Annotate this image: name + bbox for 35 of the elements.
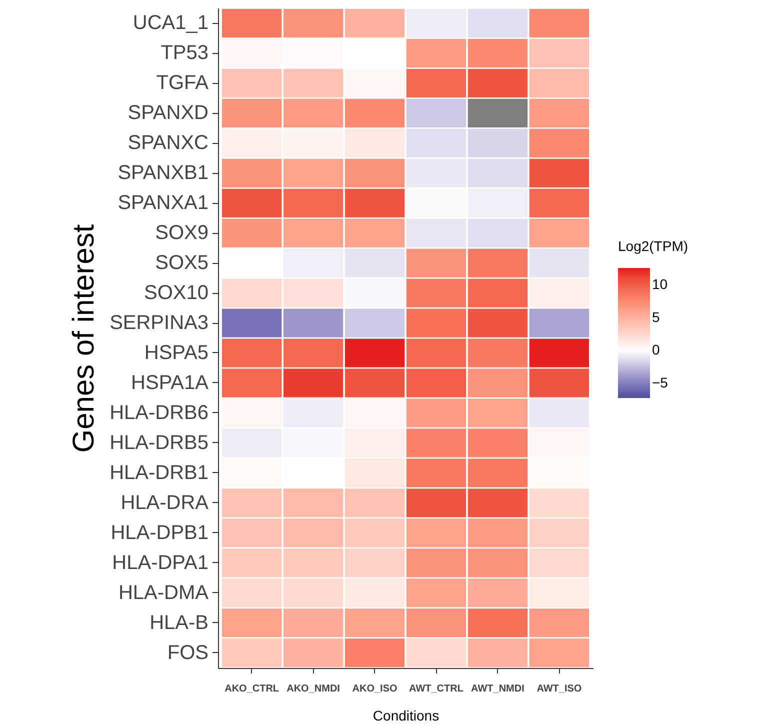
y-tick-label: SOX5 [155,252,208,274]
y-tick-label: SPANXD [128,102,208,124]
y-tick-label: HLA-DRA [120,492,210,514]
y-tick-label: SPANXA1 [118,192,208,214]
color-bar-label: 10 [652,276,668,292]
y-tick-label: HLA-DRB1 [110,462,208,484]
y-tick-label: SERPINA3 [110,312,208,334]
x-tick-label: AKO_NMDI [286,684,340,694]
x-tick-label: AWT_CTRL [409,684,464,694]
y-tick-label: HSPA5 [144,342,208,364]
y-tick-label: SPANXB1 [118,162,208,184]
y-tick-label: HLA-DMA [118,582,210,604]
y-tick-label: HSPA1A [131,372,210,394]
color-bar-label: −5 [652,374,668,391]
color-bar-label: 5 [652,308,660,325]
y-tick-label: HLA-DPA1 [112,552,208,574]
y-tick-label: SPANXC [128,132,208,154]
x-axis-title: Conditions [372,708,440,724]
legend-title: Log2(TPM) [618,238,688,254]
y-axis-title: Genes of interest [68,224,101,453]
x-tick-label: AKO_CTRL [224,684,280,694]
color-bar-label: 0 [652,342,660,358]
y-tick-label: SOX9 [155,222,208,244]
y-tick-label: HLA-DPB1 [110,522,208,544]
x-tick-label: AWT_ISO [536,684,582,694]
y-tick-label: TP53 [160,42,208,64]
y-tick-label: FOS [167,642,208,664]
y-tick-label: TGFA [156,72,210,94]
y-tick-label: SOX10 [144,282,208,304]
x-tick-label: AKO_ISO [352,684,398,694]
y-tick-label: HLA-B [150,612,208,634]
y-tick-label: HLA-DRB5 [110,432,208,454]
y-tick-label: HLA-DRB6 [110,402,208,424]
x-tick-label: AWT_NMDI [471,684,525,694]
y-tick-label: UCA1_1 [132,12,208,34]
